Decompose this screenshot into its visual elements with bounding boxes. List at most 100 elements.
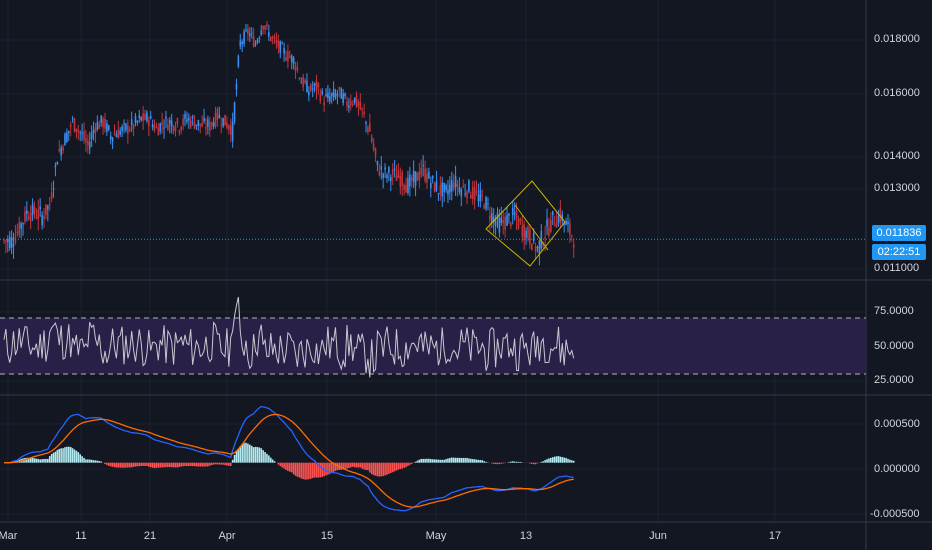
candle-body: [235, 83, 238, 90]
candle-body: [106, 123, 108, 132]
candle-body: [542, 243, 545, 246]
candle-body: [102, 118, 104, 128]
macd-histogram-bar: [502, 462, 505, 464]
candle-body: [161, 122, 163, 125]
macd-histogram-bar: [216, 462, 219, 465]
candle-body: [39, 206, 42, 210]
macd-histogram-bar: [380, 462, 383, 477]
macd-histogram-bar: [437, 459, 440, 463]
macd-histogram-bar: [148, 462, 150, 467]
candle-body: [511, 207, 514, 216]
candle-body: [506, 215, 508, 226]
macd-histogram-bar: [109, 462, 112, 467]
candle-body: [422, 164, 424, 166]
candle-body: [540, 231, 543, 249]
macd-histogram-bar: [67, 446, 70, 463]
candle-body: [348, 105, 350, 108]
candle-body: [344, 93, 346, 97]
macd-histogram-bar: [319, 462, 322, 478]
macd-histogram-bar: [424, 458, 426, 463]
candle-body: [483, 205, 485, 209]
candle-body: [294, 65, 297, 71]
candle-body: [201, 122, 203, 127]
macd-histogram-bar: [500, 462, 503, 464]
macd-histogram-bar: [27, 457, 30, 463]
candle-body: [60, 147, 62, 156]
candle-body: [48, 203, 51, 206]
macd-histogram-bar: [142, 462, 144, 466]
macd-histogram-bar: [180, 462, 183, 467]
candle-body: [258, 38, 261, 40]
macd-histogram-bar: [485, 461, 487, 463]
macd-histogram-bar: [567, 458, 569, 463]
macd-histogram-bar: [435, 459, 438, 463]
time-tick: 15: [320, 530, 334, 542]
macd-histogram-bar: [146, 462, 148, 466]
candle-body: [548, 227, 550, 237]
macd-histogram-bar: [536, 462, 539, 464]
candle-body: [224, 114, 226, 126]
candle-body: [226, 122, 228, 129]
candle-body: [308, 91, 310, 96]
macd-histogram-bar: [569, 459, 571, 463]
candle-body: [538, 240, 541, 254]
candle-body: [477, 194, 480, 202]
macd-histogram-bar: [264, 452, 266, 463]
candle-body: [569, 222, 571, 235]
macd-histogram-bar: [557, 456, 560, 463]
macd-histogram-bar: [351, 462, 354, 467]
candle-body: [309, 84, 312, 91]
macd-histogram-bar: [69, 446, 72, 463]
candle-body: [327, 92, 329, 99]
candle-body: [37, 209, 40, 219]
macd-histogram-bar: [83, 457, 85, 463]
macd-histogram-bar: [107, 462, 110, 466]
macd-histogram-bar: [199, 462, 202, 467]
candle-body: [96, 121, 99, 130]
macd-histogram-bar: [58, 448, 61, 463]
time-tick: Mar: [0, 530, 18, 542]
macd-histogram-bar: [559, 456, 562, 463]
candle-body: [571, 235, 573, 237]
candle-body: [189, 120, 192, 127]
macd-histogram-bar: [529, 462, 531, 464]
candle-body: [199, 123, 202, 126]
macd-histogram-bar: [268, 455, 270, 463]
macd-histogram-bar: [308, 462, 310, 480]
candle-body: [144, 114, 146, 120]
macd-histogram-bar: [205, 462, 207, 467]
candle-body: [532, 232, 535, 242]
candle-body: [180, 126, 183, 131]
candle-body: [384, 167, 386, 170]
macd-histogram-bar: [397, 462, 400, 470]
candle-body: [321, 90, 324, 95]
candle-body: [481, 195, 484, 197]
candle-body: [496, 212, 499, 220]
candle-body: [228, 125, 230, 130]
macd-histogram-bar: [130, 462, 133, 468]
macd-histogram-bar: [167, 462, 169, 468]
macd-histogram-bar: [389, 462, 392, 473]
macd-histogram-bar: [62, 448, 64, 463]
candle-body: [359, 101, 362, 110]
candle-body: [271, 36, 274, 38]
macd-histogram-bar: [106, 462, 108, 466]
candle-body: [492, 216, 495, 223]
candle-body: [88, 141, 91, 149]
candle-body: [142, 113, 144, 121]
candle-body: [250, 32, 253, 34]
candle-body: [517, 218, 520, 229]
candle-body: [338, 87, 341, 90]
macd-histogram-bar: [532, 462, 535, 465]
candle-body: [572, 244, 575, 248]
macd-histogram-bar: [88, 459, 91, 463]
candle-body: [24, 211, 26, 222]
candle-body: [391, 169, 394, 175]
candle-body: [205, 126, 207, 129]
macd-histogram-bar: [269, 457, 272, 463]
candle-body: [210, 122, 213, 126]
macd-histogram-bar: [327, 462, 329, 475]
candle-body: [409, 174, 411, 187]
macd-histogram-bar: [144, 462, 146, 466]
